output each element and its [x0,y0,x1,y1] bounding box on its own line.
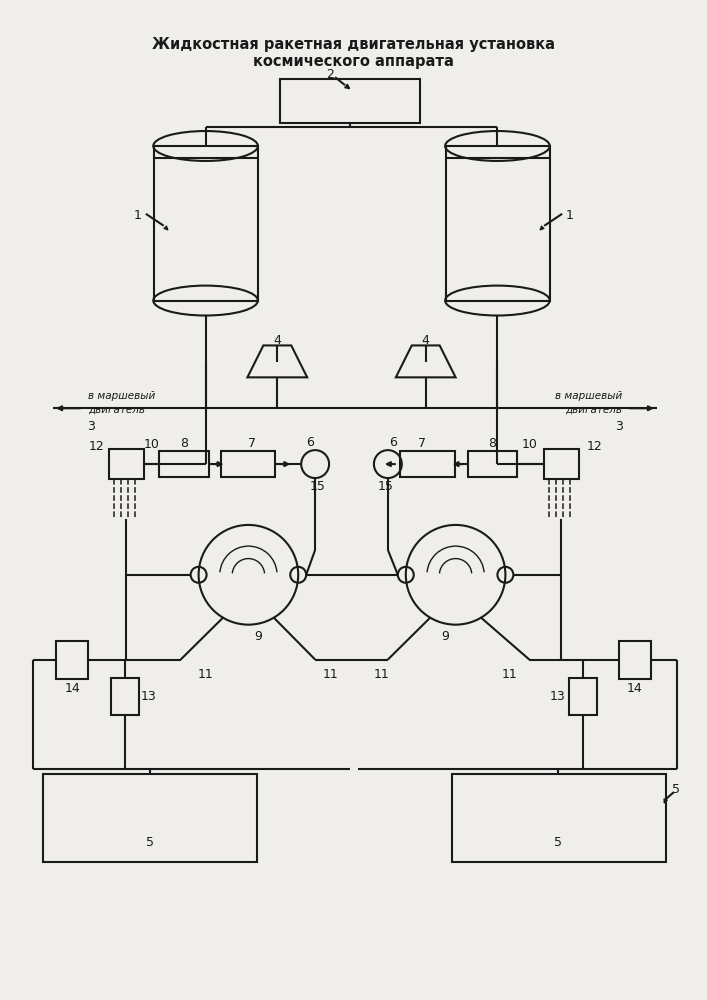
Bar [445,146,550,301]
Text: 12: 12 [586,440,602,453]
Bar [56,641,88,679]
Text: 11: 11 [198,668,214,681]
Text: 11: 11 [374,668,390,681]
Bar [159,451,209,477]
Bar [154,146,258,301]
Bar [544,449,579,479]
Text: 6: 6 [389,436,397,449]
Bar [452,774,666,862]
Text: 15: 15 [378,480,394,493]
Bar [619,641,651,679]
Text: 4: 4 [274,334,281,347]
Text: 10: 10 [144,438,160,451]
Text: 8: 8 [180,437,187,450]
Text: 3: 3 [615,420,623,433]
Text: 6: 6 [306,436,314,449]
Text: космического аппарата: космического аппарата [252,54,453,69]
Text: 10: 10 [521,438,537,451]
Bar [400,451,455,477]
Bar [109,449,144,479]
Text: в маршевый: в маршевый [88,391,156,401]
Text: 7: 7 [418,437,426,450]
Text: 11: 11 [501,668,518,681]
Text: 5: 5 [672,783,679,796]
Text: 14: 14 [64,682,80,695]
Text: 11: 11 [322,668,338,681]
Bar [280,79,420,123]
Bar [43,774,257,862]
Text: 7: 7 [248,437,257,450]
Text: Жидкостная ракетная двигательная установка: Жидкостная ракетная двигательная установ… [151,37,554,52]
Text: 4: 4 [422,334,430,347]
Text: 1: 1 [134,209,142,222]
Bar [569,678,597,715]
Text: 12: 12 [89,440,105,453]
Bar [221,451,275,477]
Text: 8: 8 [489,437,496,450]
Text: 3: 3 [87,420,95,433]
Text: 1: 1 [565,209,573,222]
Text: 13: 13 [549,690,565,703]
Text: 2: 2 [326,68,334,81]
Text: 13: 13 [141,690,157,703]
Text: 15: 15 [309,480,325,493]
Bar [111,678,139,715]
Text: двигатель: двигатель [565,404,622,414]
Text: 9: 9 [442,630,450,643]
Text: 5: 5 [554,836,562,849]
Text: двигатель: двигатель [88,404,145,414]
Text: 14: 14 [627,682,643,695]
Text: в маршевый: в маршевый [555,391,622,401]
Bar [467,451,518,477]
Text: 9: 9 [255,630,262,643]
Text: 5: 5 [146,836,154,849]
